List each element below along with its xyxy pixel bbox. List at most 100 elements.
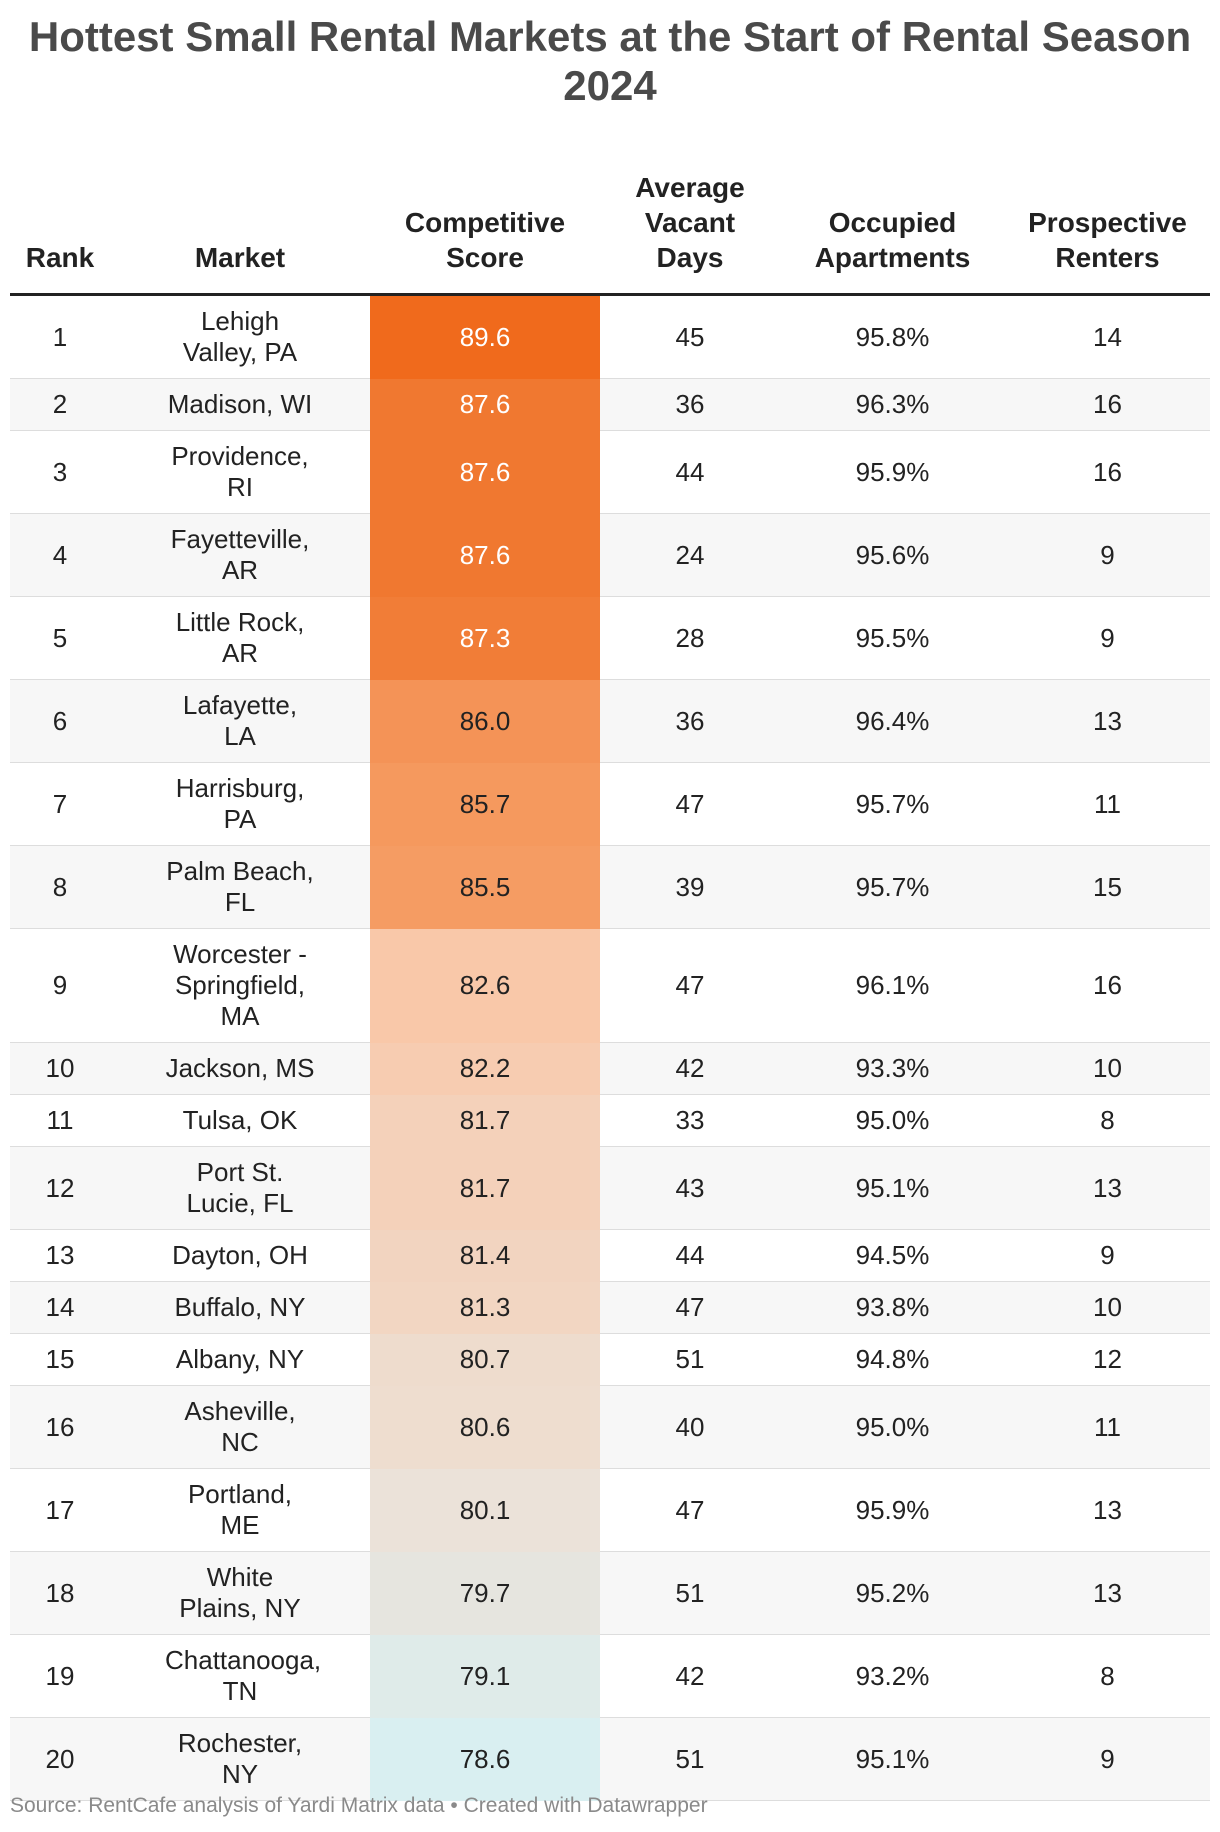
occupied-apartments-cell: 95.1% — [780, 1717, 1005, 1801]
table-row: 14 Buffalo, NY 81.3 47 93.8% 10 — [10, 1281, 1210, 1334]
occupied-apartments-cell: 95.9% — [780, 1468, 1005, 1552]
competitive-score-cell: 87.6 — [370, 378, 600, 431]
market-cell: Chattanooga, TN — [110, 1634, 370, 1718]
vacant-days-cell: 40 — [600, 1385, 780, 1469]
competitive-score-cell: 82.6 — [370, 928, 600, 1043]
occupied-apartments-cell: 96.4% — [780, 679, 1005, 763]
market-cell: Providence, RI — [110, 430, 370, 514]
market-cell: Portland, ME — [110, 1468, 370, 1552]
rank-cell: 7 — [10, 762, 110, 846]
table-row: 17 Portland, ME 80.1 47 95.9% 13 — [10, 1468, 1210, 1552]
prospective-renters-cell: 16 — [1005, 430, 1210, 514]
competitive-score-cell: 80.7 — [370, 1333, 600, 1386]
prospective-renters-cell: 13 — [1005, 1551, 1210, 1635]
rank-cell: 3 — [10, 430, 110, 514]
occupied-apartments-cell: 95.0% — [780, 1094, 1005, 1147]
prospective-renters-cell: 13 — [1005, 1468, 1210, 1552]
market-cell: Madison, WI — [110, 378, 370, 431]
vacant-days-cell: 42 — [600, 1042, 780, 1095]
market-cell: Jackson, MS — [110, 1042, 370, 1095]
occupied-apartments-cell: 95.7% — [780, 845, 1005, 929]
vacant-days-cell: 43 — [600, 1146, 780, 1230]
market-cell: Rochester, NY — [110, 1717, 370, 1801]
occupied-apartments-cell: 93.3% — [780, 1042, 1005, 1095]
header-rank[interactable]: Rank — [10, 165, 110, 296]
occupied-apartments-cell: 94.8% — [780, 1333, 1005, 1386]
prospective-renters-cell: 15 — [1005, 845, 1210, 929]
rank-cell: 14 — [10, 1281, 110, 1334]
vacant-days-cell: 47 — [600, 1281, 780, 1334]
table-row: 13 Dayton, OH 81.4 44 94.5% 9 — [10, 1229, 1210, 1282]
competitive-score-cell: 79.7 — [370, 1551, 600, 1635]
rank-cell: 8 — [10, 845, 110, 929]
competitive-score-cell: 81.4 — [370, 1229, 600, 1282]
market-cell: White Plains, NY — [110, 1551, 370, 1635]
occupied-apartments-cell: 96.3% — [780, 378, 1005, 431]
rank-cell: 2 — [10, 378, 110, 431]
occupied-apartments-cell: 95.6% — [780, 513, 1005, 597]
header-competitive-score[interactable]: Competitive Score — [370, 165, 600, 296]
market-cell: Tulsa, OK — [110, 1094, 370, 1147]
table-row: 20 Rochester, NY 78.6 51 95.1% 9 — [10, 1717, 1210, 1801]
vacant-days-cell: 47 — [600, 928, 780, 1043]
table-body: 1 Lehigh Valley, PA 89.6 45 95.8% 14 2 Madison,… — [10, 294, 1210, 1801]
vacant-days-cell: 42 — [600, 1634, 780, 1718]
competitive-score-cell: 86.0 — [370, 679, 600, 763]
rank-cell: 4 — [10, 513, 110, 597]
vacant-days-cell: 51 — [600, 1717, 780, 1801]
vacant-days-cell: 36 — [600, 679, 780, 763]
table-row: 19 Chattanooga, TN 79.1 42 93.2% 8 — [10, 1634, 1210, 1718]
competitive-score-cell: 85.5 — [370, 845, 600, 929]
occupied-apartments-cell: 95.1% — [780, 1146, 1005, 1230]
competitive-score-cell: 87.3 — [370, 596, 600, 680]
market-cell: Worcester - Springfield, MA — [110, 928, 370, 1043]
competitive-score-cell: 87.6 — [370, 430, 600, 514]
market-cell: Albany, NY — [110, 1333, 370, 1386]
occupied-apartments-cell: 93.2% — [780, 1634, 1005, 1718]
header-average-vacant-days[interactable]: Average Vacant Days — [600, 165, 780, 296]
market-cell: Lafayette, LA — [110, 679, 370, 763]
prospective-renters-cell: 16 — [1005, 928, 1210, 1043]
rank-cell: 6 — [10, 679, 110, 763]
competitive-score-cell: 82.2 — [370, 1042, 600, 1095]
header-occupied-apartments[interactable]: Occupied Apartments — [780, 165, 1005, 296]
prospective-renters-cell: 9 — [1005, 513, 1210, 597]
rank-cell: 5 — [10, 596, 110, 680]
header-prospective-renters[interactable]: Prospective Renters — [1005, 165, 1210, 296]
vacant-days-cell: 39 — [600, 845, 780, 929]
table-row: 3 Providence, RI 87.6 44 95.9% 16 — [10, 430, 1210, 514]
vacant-days-cell: 44 — [600, 1229, 780, 1282]
prospective-renters-cell: 10 — [1005, 1281, 1210, 1334]
market-cell: Fayetteville, AR — [110, 513, 370, 597]
prospective-renters-cell: 11 — [1005, 1385, 1210, 1469]
competitive-score-cell: 87.6 — [370, 513, 600, 597]
occupied-apartments-cell: 94.5% — [780, 1229, 1005, 1282]
source-footer: Source: RentCafe analysis of Yardi Matri… — [10, 1794, 708, 1817]
table-row: 15 Albany, NY 80.7 51 94.8% 12 — [10, 1333, 1210, 1386]
vacant-days-cell: 47 — [600, 762, 780, 846]
competitive-score-cell: 81.7 — [370, 1094, 600, 1147]
vacant-days-cell: 45 — [600, 294, 780, 379]
rank-cell: 13 — [10, 1229, 110, 1282]
vacant-days-cell: 33 — [600, 1094, 780, 1147]
prospective-renters-cell: 9 — [1005, 1229, 1210, 1282]
rank-cell: 10 — [10, 1042, 110, 1095]
table-row: 5 Little Rock, AR 87.3 28 95.5% 9 — [10, 596, 1210, 680]
rank-cell: 1 — [10, 294, 110, 379]
header-market[interactable]: Market — [110, 165, 370, 296]
occupied-apartments-cell: 95.0% — [780, 1385, 1005, 1469]
rank-cell: 20 — [10, 1717, 110, 1801]
table-row: 16 Asheville, NC 80.6 40 95.0% 11 — [10, 1385, 1210, 1469]
prospective-renters-cell: 14 — [1005, 294, 1210, 379]
market-cell: Harrisburg, PA — [110, 762, 370, 846]
competitive-score-cell: 85.7 — [370, 762, 600, 846]
prospective-renters-cell: 12 — [1005, 1333, 1210, 1386]
occupied-apartments-cell: 95.2% — [780, 1551, 1005, 1635]
market-cell: Buffalo, NY — [110, 1281, 370, 1334]
rank-cell: 16 — [10, 1385, 110, 1469]
prospective-renters-cell: 13 — [1005, 679, 1210, 763]
prospective-renters-cell: 11 — [1005, 762, 1210, 846]
prospective-renters-cell: 16 — [1005, 378, 1210, 431]
occupied-apartments-cell: 95.8% — [780, 294, 1005, 379]
market-cell: Little Rock, AR — [110, 596, 370, 680]
